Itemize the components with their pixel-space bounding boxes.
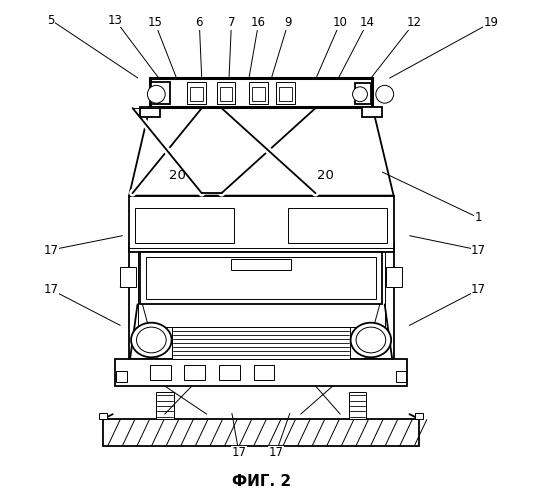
Bar	[288, 208, 387, 242]
Bar	[190, 87, 203, 101]
Bar	[363, 106, 382, 117]
Text: 13: 13	[108, 14, 122, 26]
Bar	[99, 413, 107, 419]
Bar	[129, 242, 393, 359]
Text: 20: 20	[317, 170, 334, 182]
Bar	[146, 258, 376, 300]
Bar	[140, 252, 382, 304]
Bar	[150, 365, 171, 380]
Bar	[116, 371, 127, 382]
Bar	[396, 371, 406, 382]
Bar	[138, 242, 385, 326]
Text: 15: 15	[147, 16, 162, 29]
Bar	[103, 419, 420, 446]
Bar	[415, 413, 423, 419]
Ellipse shape	[137, 327, 166, 353]
Circle shape	[353, 87, 367, 102]
Polygon shape	[129, 106, 393, 196]
Text: 17: 17	[268, 446, 283, 459]
Bar	[276, 82, 295, 104]
Bar	[251, 87, 264, 101]
Bar	[151, 82, 170, 104]
Text: 7: 7	[228, 16, 235, 29]
Bar	[386, 268, 402, 287]
Circle shape	[147, 86, 165, 103]
Bar	[231, 259, 291, 270]
Bar	[115, 359, 407, 386]
Bar	[135, 208, 234, 242]
Bar	[219, 365, 240, 380]
Bar	[120, 268, 136, 287]
Bar	[156, 392, 173, 419]
Text: ФИГ. 2: ФИГ. 2	[231, 474, 291, 489]
Bar	[187, 82, 206, 104]
Bar	[254, 365, 274, 380]
Text: 12: 12	[407, 16, 422, 29]
Text: 17: 17	[471, 283, 486, 296]
Bar	[150, 78, 372, 106]
Bar	[279, 87, 292, 101]
Text: 1: 1	[475, 212, 482, 224]
Text: 19: 19	[483, 16, 499, 29]
Text: 5: 5	[47, 14, 55, 26]
Text: 9: 9	[285, 16, 292, 29]
Text: 6: 6	[196, 16, 203, 29]
Circle shape	[376, 86, 393, 103]
Bar	[140, 106, 160, 117]
Text: 17: 17	[231, 446, 247, 459]
Bar	[172, 326, 350, 359]
Text: 10: 10	[333, 16, 347, 29]
Bar	[220, 87, 233, 101]
Ellipse shape	[131, 322, 172, 358]
Ellipse shape	[351, 322, 391, 358]
Ellipse shape	[356, 327, 386, 353]
Bar	[184, 365, 205, 380]
Text: 16: 16	[251, 16, 266, 29]
Text: 14: 14	[360, 16, 375, 29]
Text: 17: 17	[43, 283, 59, 296]
Bar	[355, 84, 371, 104]
Bar	[349, 392, 366, 419]
Text: 17: 17	[471, 244, 486, 256]
Text: 20: 20	[169, 170, 185, 182]
Bar	[217, 82, 235, 104]
Bar	[249, 82, 268, 104]
Text: 17: 17	[43, 244, 59, 256]
Bar	[129, 196, 393, 252]
